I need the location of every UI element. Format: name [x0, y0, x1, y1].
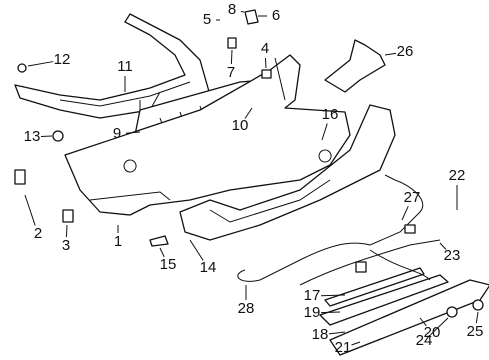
callout-number: 15 — [160, 256, 177, 273]
bracket — [324, 39, 386, 93]
connector — [355, 261, 367, 273]
leader-line — [430, 317, 449, 336]
leader-line — [24, 194, 36, 226]
leader-line — [321, 123, 328, 141]
leader-line — [244, 107, 253, 119]
callout-number: 8 — [228, 1, 236, 18]
leader-line — [401, 205, 409, 221]
leader-line — [40, 135, 53, 138]
leader-line — [240, 10, 245, 13]
sensor — [404, 224, 416, 234]
callout-number: 26 — [397, 43, 414, 60]
lower-valance — [179, 104, 396, 241]
callout-number: 20 — [424, 324, 441, 341]
callout-number: 5 — [203, 11, 211, 28]
clip-7 — [227, 37, 237, 49]
callout-number: 22 — [449, 167, 466, 184]
pin — [149, 235, 169, 247]
leader-line — [351, 341, 361, 346]
callout-number: 9 — [113, 125, 121, 142]
wiring-harness — [237, 174, 441, 286]
bumper-cover-detail — [89, 57, 332, 201]
nut — [52, 130, 64, 142]
callout-number: 6 — [272, 7, 280, 24]
callout-number: 2 — [34, 225, 42, 242]
callout-number: 18 — [312, 326, 329, 343]
leader-line — [264, 57, 267, 69]
callout-number: 21 — [335, 339, 352, 356]
callout-number: 25 — [467, 323, 484, 340]
callout-number: 16 — [322, 106, 339, 123]
fastener-24 — [446, 306, 458, 318]
clip-4 — [261, 69, 272, 79]
clip — [17, 63, 27, 73]
leader-line — [189, 239, 204, 261]
callout-number: 11 — [117, 58, 133, 75]
leader-line — [230, 49, 233, 65]
callout-number: 28 — [238, 300, 255, 317]
trim-strip — [324, 267, 425, 307]
leader-line — [159, 247, 165, 258]
callout-number: 12 — [54, 51, 71, 68]
leader-line — [475, 311, 479, 324]
bolt — [14, 169, 26, 185]
skirt-trim — [319, 274, 449, 326]
callout-number: 7 — [227, 64, 235, 81]
retainer — [62, 209, 74, 223]
leader-line — [320, 311, 341, 314]
leader-line — [65, 224, 68, 238]
bracket-small — [244, 9, 259, 25]
callout-number: 10 — [232, 117, 249, 134]
callout-number: 24 — [416, 332, 433, 349]
leader-line — [439, 242, 447, 250]
leader-line — [328, 331, 346, 335]
skid-plate — [329, 279, 489, 356]
callout-number: 19 — [304, 304, 321, 321]
callout-number: 3 — [62, 237, 70, 254]
callout-number: 17 — [304, 287, 321, 304]
leader-line — [27, 61, 54, 67]
leader-line — [384, 52, 397, 56]
valance-detail — [209, 179, 331, 223]
callout-number: 27 — [404, 189, 421, 206]
callout-number: 4 — [261, 40, 269, 57]
callout-number: 1 — [114, 233, 122, 250]
callout-number: 23 — [444, 247, 461, 264]
callout-number: 13 — [24, 128, 41, 145]
leader-line — [320, 294, 346, 297]
fastener-25 — [472, 299, 484, 311]
callout-number: 14 — [200, 259, 217, 276]
leader-line — [125, 131, 141, 134]
leader-line — [419, 317, 427, 327]
